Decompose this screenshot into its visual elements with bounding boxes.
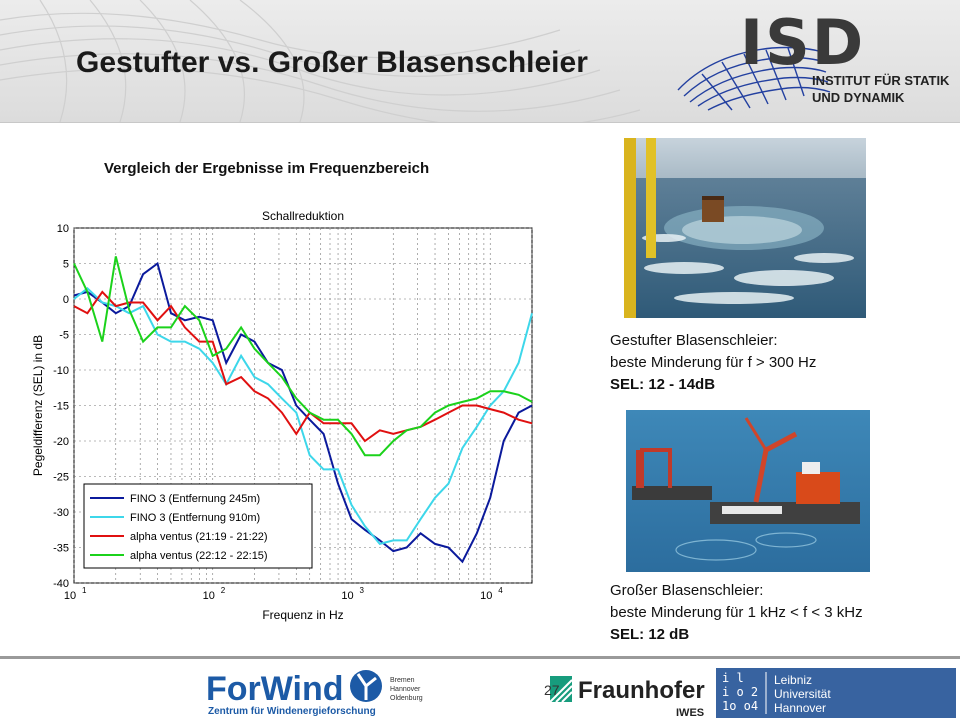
x-tick-exponent: 1	[82, 586, 87, 595]
x-tick-exponent: 2	[221, 586, 226, 595]
legend-label-1: FINO 3 (Entfernung 245m)	[130, 493, 260, 505]
schallreduktion-chart: Schallreduktion 10 5 0 -5 -10 -15 -20 -25 -30 -35 -…	[31, 209, 533, 622]
caption-2-line1: Großer Blasenschleier:	[610, 582, 764, 599]
x-axis-label: Frequenz in Hz	[262, 608, 343, 622]
series-line-3	[73, 290, 533, 443]
isd-logo-line1: INSTITUT FÜR STATIK	[812, 73, 950, 88]
y-axis-label: Pegeldifferenz (SEL) in dB	[31, 335, 45, 476]
fraunhofer-icon	[549, 676, 573, 703]
caption-gestufter: Gestufter Blasenschleier: beste Minderun…	[610, 330, 816, 396]
y-tick-label: -5	[59, 330, 69, 342]
luh-line3: Hannover	[774, 701, 826, 715]
forwind-city-3: Oldenburg	[390, 695, 423, 702]
luh-logo-mark: i l i o 2 1o o4	[722, 671, 758, 713]
svg-text:1o o4: 1o o4	[722, 699, 758, 713]
y-tick-label: 0	[63, 294, 69, 306]
photo-grosser-blasenschleier	[626, 410, 870, 572]
y-tick-label: -25	[53, 472, 69, 484]
x-tick-label: 10	[64, 590, 76, 602]
caption-2-line2: beste Minderung für 1 kHz < f < 3 kHz	[610, 604, 863, 621]
legend-label-3: alpha ventus (21:19 - 21:22)	[130, 531, 268, 543]
series-line-1	[73, 261, 533, 564]
y-tick-label: -15	[53, 401, 69, 413]
forwind-city-2: Hannover	[390, 686, 421, 693]
y-tick-label: -10	[53, 365, 69, 377]
fraunhofer-sub: IWES	[676, 707, 704, 719]
y-tick-label: -40	[53, 578, 69, 590]
caption-1-line1: Gestufter Blasenschleier:	[610, 332, 778, 349]
page-number: 27	[544, 682, 560, 698]
page-title: Gestufter vs. Großer Blasenschleier	[76, 46, 588, 79]
isd-logo-letters: ISD	[740, 6, 866, 79]
x-tick-label: 10	[341, 590, 353, 602]
legend-label-4: alpha ventus (22:12 - 22:15)	[130, 550, 268, 562]
luh-line2: Universität	[774, 687, 831, 701]
y-tick-label: -30	[53, 507, 69, 519]
y-tick-label: 10	[57, 223, 69, 235]
x-tick-exponent: 4	[498, 586, 503, 595]
svg-text:i l: i l	[722, 671, 744, 685]
x-tick-label: 10	[203, 590, 215, 602]
forwind-subtitle: Zentrum für Windenergieforschung	[208, 706, 376, 717]
x-tick-label: 10	[480, 590, 492, 602]
footer-divider	[0, 656, 960, 659]
section-title: Vergleich der Ergebnisse im Frequenzbere…	[104, 160, 430, 177]
x-tick-exponent: 3	[359, 586, 364, 595]
header-bar: Gestufter vs. Großer Blasenschleier ISD …	[0, 0, 960, 123]
isd-logo-line2: UND DYNAMIK	[812, 90, 905, 105]
footer-logos: ForWind Zentrum für Windenergieforschung…	[200, 664, 956, 720]
series-line-4	[73, 256, 533, 457]
header-wave-decoration	[0, 0, 641, 122]
forwind-city-1: Bremen	[390, 677, 415, 684]
forwind-turbine-icon	[350, 670, 382, 702]
caption-1-line2: beste Minderung für f > 300 Hz	[610, 354, 817, 371]
chart-title: Schallreduktion	[262, 209, 344, 223]
y-tick-label: -20	[53, 436, 69, 448]
fraunhofer-logo-text: Fraunhofer	[578, 677, 705, 704]
y-tick-label: -35	[53, 543, 69, 555]
forwind-logo-text: ForWind	[206, 670, 344, 708]
y-tick-label: 5	[63, 259, 69, 271]
svg-text:i o 2: i o 2	[722, 685, 758, 699]
isd-logo-subtitle: INSTITUT FÜR STATIK UND DYNAMIK	[812, 72, 949, 106]
photo-gestufter-blasenschleier	[624, 138, 866, 318]
caption-1-sel: SEL: 12 - 14dB	[610, 376, 716, 393]
series-line-2	[73, 286, 533, 546]
luh-line1: Leibniz	[774, 673, 812, 687]
isd-logo	[677, 46, 831, 111]
caption-grosser: Großer Blasenschleier: beste Minderung f…	[610, 580, 863, 646]
legend-label-2: FINO 3 (Entfernung 910m)	[130, 512, 260, 524]
caption-2-sel: SEL: 12 dB	[610, 626, 690, 643]
